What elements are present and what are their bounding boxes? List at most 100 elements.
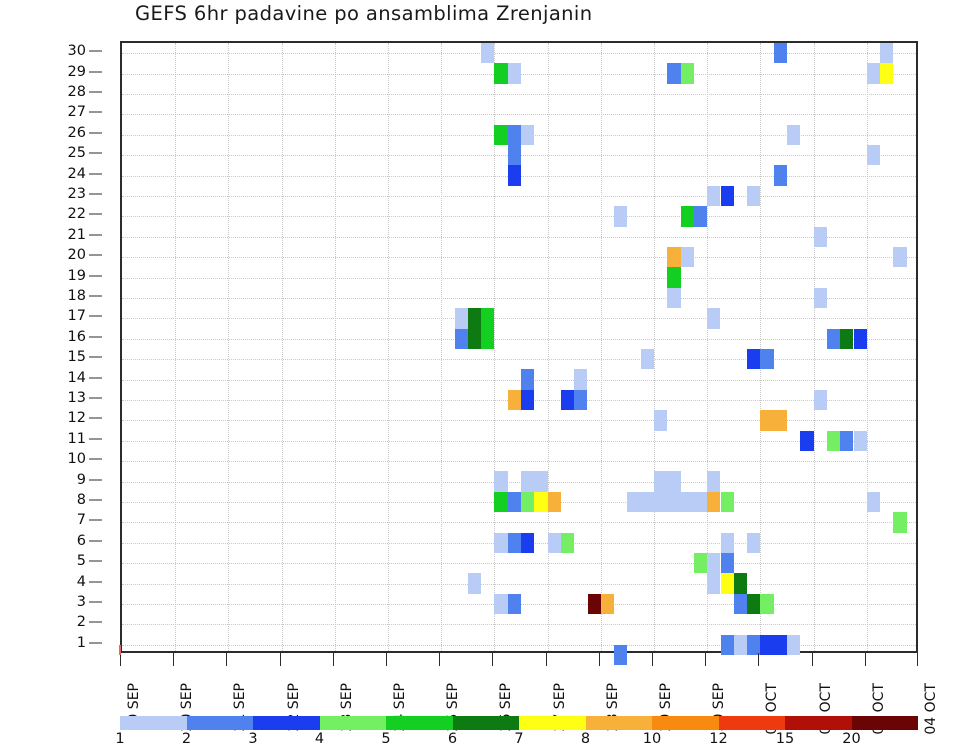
- y-axis-tick-label: 10: [67, 451, 86, 468]
- x-axis-tick-mark: [758, 653, 760, 666]
- y-axis-tick-label: 19: [67, 267, 86, 284]
- heatmap-cell: [720, 553, 734, 574]
- y-axis-tick-label: 5: [76, 553, 86, 570]
- heatmap-cell: [693, 553, 708, 574]
- y-axis-tick-mark: [89, 295, 102, 297]
- heatmap-cell: [507, 389, 521, 411]
- heatmap-cell: [866, 63, 881, 84]
- y-axis-tick-mark: [89, 152, 102, 154]
- colorbar-tick-label: 10: [642, 731, 662, 747]
- grid-line-vertical: [388, 43, 389, 651]
- heatmap-cell: [654, 471, 668, 492]
- grid-line-horizontal: [122, 236, 916, 238]
- y-axis-tick-mark: [89, 560, 102, 562]
- y-axis-tick-label: 17: [67, 308, 86, 325]
- heatmap-cell: [454, 308, 468, 329]
- y-axis-tick-label: 18: [67, 288, 86, 304]
- heatmap-cell: [813, 226, 827, 247]
- y-axis-tick-mark: [89, 234, 102, 236]
- grid-line-horizontal: [122, 94, 916, 95]
- colorbar-tick-label: 20: [842, 731, 861, 747]
- grid-line-vertical: [334, 43, 336, 651]
- grid-lines: [122, 43, 916, 651]
- heatmap-cell: [534, 491, 548, 513]
- y-axis-tick-label: 2: [76, 614, 86, 631]
- y-axis-tick-mark: [89, 642, 102, 644]
- heatmap-cell: [680, 63, 694, 84]
- y-axis-tick-label: 15: [67, 349, 86, 366]
- y-axis-tick-label: 3: [76, 594, 86, 610]
- grid-line-horizontal: [122, 379, 916, 381]
- heatmap-cell: [707, 573, 721, 594]
- heatmap-cell: [467, 328, 482, 349]
- heatmap-cell: [574, 369, 588, 390]
- heatmap-cell: [707, 308, 721, 329]
- heatmap-cell: [521, 471, 535, 492]
- heatmap-cell: [654, 491, 668, 513]
- grid-line-horizontal: [122, 420, 916, 422]
- heatmap-cell: [614, 206, 628, 227]
- x-axis-tick-mark: [120, 653, 121, 666]
- heatmap-cell: [667, 63, 681, 84]
- heatmap-cell: [760, 634, 774, 655]
- heatmap-cell: [720, 532, 734, 553]
- heatmap-cell: [840, 430, 854, 451]
- heatmap-cell: [494, 491, 508, 513]
- grid-line-vertical: [600, 43, 602, 651]
- heatmap-cell: [733, 593, 748, 615]
- y-axis: 30 29 28 27 26 25 24 23 22 21 20 19 18 17 16 15 14 13 12 11…: [0, 41, 120, 653]
- x-axis-tick-mark: [439, 653, 441, 666]
- heatmap-cell: [693, 491, 708, 513]
- heatmap-cell: [600, 593, 615, 615]
- colorbar-tick-label: 15: [775, 731, 795, 747]
- y-axis-tick-mark: [89, 601, 102, 603]
- grid-line-horizontal: [122, 481, 916, 483]
- y-axis-tick-mark: [89, 540, 102, 542]
- y-axis-tick-mark: [89, 71, 102, 73]
- colorbar-tick-labels: 1 2 3 4 5 6 7 8 10 12 15 20: [115, 731, 918, 751]
- colorbar-tick-label: 4: [314, 731, 325, 747]
- heatmap-cell: [840, 328, 854, 349]
- heatmap-cell: [893, 512, 907, 533]
- y-axis-tick-mark: [89, 315, 102, 317]
- heatmap-cell: [667, 287, 681, 309]
- y-axis-tick-mark: [89, 377, 102, 379]
- grid-line-horizontal: [122, 53, 916, 55]
- y-axis-tick-mark: [89, 173, 102, 175]
- heatmap-cell: [494, 593, 508, 615]
- y-axis-tick-label: 14: [67, 369, 86, 386]
- heatmap-cell: [773, 410, 787, 431]
- grid-line-horizontal: [122, 461, 916, 463]
- heatmap-cell: [760, 349, 774, 370]
- heatmap-cell: [773, 43, 787, 64]
- grid-line-horizontal: [122, 318, 916, 320]
- colorbar-swatch: [652, 716, 719, 730]
- heatmap-cell: [853, 430, 867, 451]
- x-axis-tick-label: 04 OCT: [923, 683, 939, 735]
- grid-line-horizontal: [122, 114, 916, 116]
- grid-line-vertical: [654, 43, 655, 651]
- heatmap-cell: [680, 206, 694, 227]
- heatmap-cell: [747, 185, 761, 207]
- grid-line-vertical: [228, 43, 230, 651]
- grid-line-vertical: [494, 43, 496, 651]
- grid-line-horizontal: [122, 563, 916, 565]
- x-axis-tick-mark: [705, 653, 707, 666]
- heatmap-cell: [547, 491, 561, 513]
- y-axis-tick-label: 1: [76, 634, 86, 651]
- plot-area: [120, 41, 918, 666]
- heatmap-cell: [521, 491, 535, 513]
- grid-line-vertical: [281, 43, 283, 651]
- x-axis-tick-mark: [332, 653, 334, 666]
- y-axis-tick-mark: [89, 458, 102, 460]
- heatmap-cell: [507, 491, 521, 513]
- heatmap-cell: [494, 124, 508, 145]
- heatmap-cell: [587, 593, 601, 615]
- grid-line-horizontal: [122, 257, 916, 259]
- y-axis-tick-label: 13: [67, 390, 86, 406]
- y-axis-tick-label: 25: [67, 145, 86, 162]
- heatmap-cell: [787, 124, 801, 145]
- colorbar-swatch: [851, 716, 918, 730]
- heatmap-cell: [720, 185, 734, 207]
- y-axis-tick-label: 11: [67, 430, 86, 447]
